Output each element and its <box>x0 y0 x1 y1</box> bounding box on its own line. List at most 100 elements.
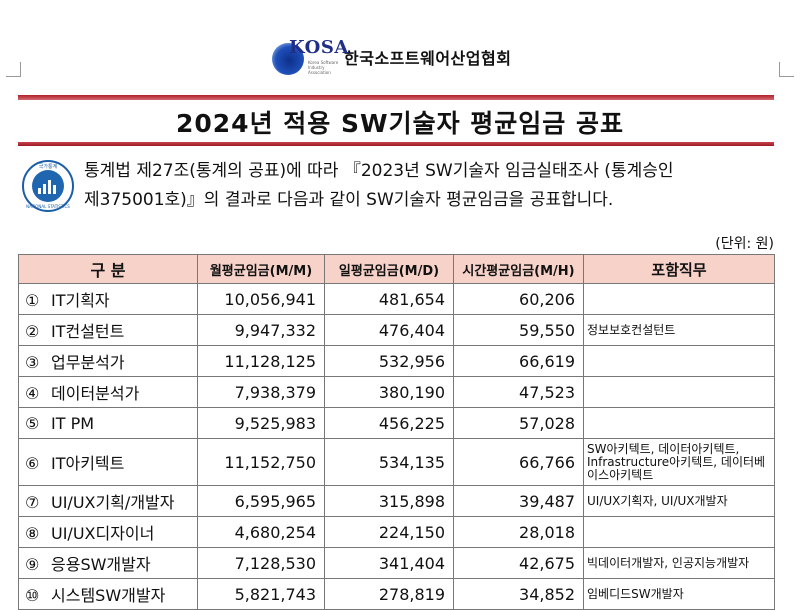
roles-cell: 임베디드SW개발자 <box>583 578 775 610</box>
header-monthly: 월평균임금(M/M) <box>197 254 325 284</box>
org-header: KOSA Korea Software Industry Association… <box>272 37 511 77</box>
national-statistics-logo: 국가통계 NATIONAL STATISTICS <box>22 160 74 212</box>
daily-wage-cell: 476,404 <box>324 314 454 346</box>
category-cell: ⑥ IT아키텍트 <box>18 438 198 486</box>
category-name: 시스템SW개발자 <box>51 586 166 605</box>
category-name: UI/UX기획/개발자 <box>51 493 175 512</box>
table-row: ⑤ IT PM 9,525,983 456,225 57,028 <box>18 407 775 439</box>
monthly-wage-cell: 10,056,941 <box>197 283 325 315</box>
kosa-logo-subtext: Korea Software Industry Association <box>308 60 339 75</box>
daily-wage-cell: 456,225 <box>324 407 454 439</box>
daily-wage-cell: 380,190 <box>324 376 454 408</box>
category-cell: ① IT기획자 <box>18 283 198 315</box>
category-cell: ⑦ UI/UX기획/개발자 <box>18 485 198 517</box>
row-number: ⑧ <box>25 524 40 543</box>
daily-wage-cell: 224,150 <box>324 516 454 548</box>
row-number: ④ <box>25 384 40 403</box>
kosa-logo-text: KOSA <box>289 37 349 58</box>
monthly-wage-cell: 7,938,379 <box>197 376 325 408</box>
stat-logo-label-bottom: NATIONAL STATISTICS <box>26 204 70 209</box>
hourly-wage-cell: 59,550 <box>453 314 584 346</box>
kosa-logo: KOSA Korea Software Industry Association <box>272 37 348 77</box>
category-name: IT PM <box>51 413 95 433</box>
hourly-wage-cell: 28,018 <box>453 516 584 548</box>
category-cell: ⑩ 시스템SW개발자 <box>18 578 198 610</box>
category-cell: ⑧ UI/UX디자이너 <box>18 516 198 548</box>
monthly-wage-cell: 11,152,750 <box>197 438 325 486</box>
header-hourly: 시간평균임금(M/H) <box>453 254 584 284</box>
row-number: ③ <box>25 353 40 372</box>
table-row: ③ 업무분석가 11,128,125 532,956 66,619 <box>18 345 775 377</box>
table-row: ② IT컨설턴트 9,947,332 476,404 59,550 정보보호컨설턴… <box>18 314 775 346</box>
wage-table: 구 분 월평균임금(M/M) 일평균임금(M/D) 시간평균임금(M/H) 포함… <box>18 254 775 610</box>
category-cell: ④ 데이터분석가 <box>18 376 198 408</box>
monthly-wage-cell: 6,595,965 <box>197 485 325 517</box>
header-daily: 일평균임금(M/D) <box>324 254 454 284</box>
category-name: 업무분석가 <box>51 353 125 372</box>
roles-cell <box>583 376 775 408</box>
intro-line-2: 제375001호)』의 결과로 다음과 같이 SW기술자 평균임금을 공표합니다… <box>84 190 614 210</box>
hourly-wage-cell: 60,206 <box>453 283 584 315</box>
monthly-wage-cell: 7,128,530 <box>197 547 325 579</box>
roles-cell <box>583 407 775 439</box>
roles-cell <box>583 283 775 315</box>
page-title: 2024년 적용 SW기술자 평균임금 공표 <box>176 109 624 138</box>
row-number: ⑥ <box>25 454 40 473</box>
row-number: ① <box>25 291 40 310</box>
hourly-wage-cell: 66,619 <box>453 345 584 377</box>
intro-text: 통계법 제27조(통계의 공표)에 따라 『2023년 SW기술자 임금실태조사… <box>84 157 784 215</box>
table-row: ⑥ IT아키텍트 11,152,750 534,135 66,766 SW아키텍트… <box>18 438 775 486</box>
header-category: 구 분 <box>18 254 198 284</box>
hourly-wage-cell: 42,675 <box>453 547 584 579</box>
monthly-wage-cell: 4,680,254 <box>197 516 325 548</box>
title-band-bottom <box>18 142 774 146</box>
stat-logo-label-top: 국가통계 <box>38 164 58 170</box>
page-corner-mark-left <box>6 62 21 77</box>
category-cell: ⑤ IT PM <box>18 407 198 439</box>
category-name: UI/UX디자이너 <box>51 524 155 543</box>
row-number: ⑩ <box>25 586 40 605</box>
row-number: ⑤ <box>25 413 40 433</box>
intro-line-1: 통계법 제27조(통계의 공표)에 따라 『2023년 SW기술자 임금실태조사… <box>84 161 674 181</box>
table-row: ⑧ UI/UX디자이너 4,680,254 224,150 28,018 <box>18 516 775 548</box>
category-name: IT기획자 <box>51 291 110 310</box>
monthly-wage-cell: 9,525,983 <box>197 407 325 439</box>
page-corner-mark-right <box>779 62 794 77</box>
monthly-wage-cell: 9,947,332 <box>197 314 325 346</box>
roles-cell <box>583 516 775 548</box>
roles-cell: SW아키텍트, 데이터아키텍트, Infrastructure아키텍트, 데이터… <box>583 438 775 486</box>
daily-wage-cell: 315,898 <box>324 485 454 517</box>
row-number: ⑦ <box>25 493 40 512</box>
hourly-wage-cell: 47,523 <box>453 376 584 408</box>
org-name: 한국소프트웨어산업협회 <box>344 49 512 68</box>
table-row: ⑩ 시스템SW개발자 5,821,743 278,819 34,852 임베디드S… <box>18 578 775 610</box>
roles-cell: UI/UX기획자, UI/UX개발자 <box>583 485 775 517</box>
daily-wage-cell: 534,135 <box>324 438 454 486</box>
daily-wage-cell: 481,654 <box>324 283 454 315</box>
category-name: 응용SW개발자 <box>51 555 151 574</box>
daily-wage-cell: 532,956 <box>324 345 454 377</box>
hourly-wage-cell: 57,028 <box>453 407 584 439</box>
monthly-wage-cell: 5,821,743 <box>197 578 325 610</box>
daily-wage-cell: 278,819 <box>324 578 454 610</box>
category-cell: ② IT컨설턴트 <box>18 314 198 346</box>
category-name: 데이터분석가 <box>51 384 140 403</box>
title-band-top <box>18 95 774 100</box>
roles-cell: 빅데이터개발자, 인공지능개발자 <box>583 547 775 579</box>
roles-cell: 정보보호컨설턴트 <box>583 314 775 346</box>
table-row: ⑦ UI/UX기획/개발자 6,595,965 315,898 39,487 UI… <box>18 485 775 517</box>
category-cell: ③ 업무분석가 <box>18 345 198 377</box>
unit-label: (단위: 원) <box>715 236 774 252</box>
table-row: ④ 데이터분석가 7,938,379 380,190 47,523 <box>18 376 775 408</box>
row-number: ⑨ <box>25 555 40 574</box>
monthly-wage-cell: 11,128,125 <box>197 345 325 377</box>
table-row: ① IT기획자 10,056,941 481,654 60,206 <box>18 283 775 315</box>
category-name: IT아키텍트 <box>51 454 125 473</box>
table-row: ⑨ 응용SW개발자 7,128,530 341,404 42,675 빅데이터개발… <box>18 547 775 579</box>
roles-cell <box>583 345 775 377</box>
hourly-wage-cell: 34,852 <box>453 578 584 610</box>
daily-wage-cell: 341,404 <box>324 547 454 579</box>
category-cell: ⑨ 응용SW개발자 <box>18 547 198 579</box>
kosa-logo-globe-icon <box>272 43 304 75</box>
hourly-wage-cell: 66,766 <box>453 438 584 486</box>
